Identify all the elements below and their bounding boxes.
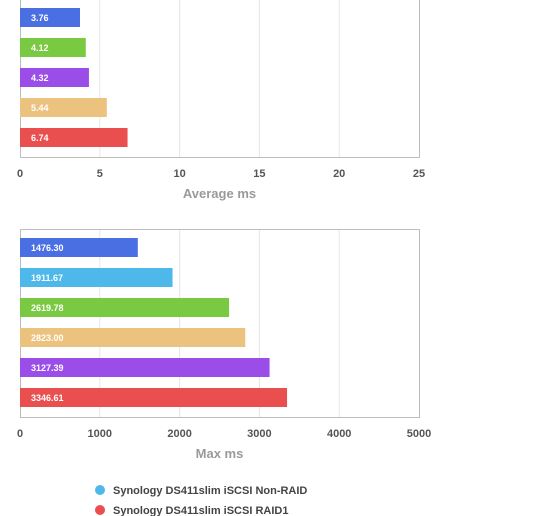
bar-1-3 [20,328,246,347]
x-tick-label: 5000 [407,428,431,440]
bar-1-5 [20,388,288,407]
bar-value-label: 6.74 [31,133,49,143]
plot-frame-1 [20,229,420,418]
x-tick-label: 10 [173,168,185,180]
bar-value-label: 3346.61 [31,393,64,403]
x-tick-label: 2000 [167,428,191,440]
x-tick-label: 0 [17,428,23,440]
x-tick-label: 15 [253,168,265,180]
bar-1-4 [20,358,270,377]
bar-value-label: 1476.30 [31,243,64,253]
x-tick-label: 5 [97,168,103,180]
x-tick-label: 3000 [247,428,271,440]
bar-value-label: 3127.39 [31,363,64,373]
bar-value-label: 1911.67 [31,273,63,283]
bar-0-3 [20,98,107,117]
bar-0-1 [20,38,86,57]
bar-value-label: 2823.00 [31,333,64,343]
x-tick-label: 20 [333,168,345,180]
bar-value-label: 4.32 [31,73,49,83]
bar-value-label: 4.12 [31,43,49,53]
x-axis-title: Max ms [196,446,244,461]
bar-value-label: 5.44 [31,103,49,113]
x-axis-title: Average ms [183,186,256,201]
bar-0-0 [20,8,81,27]
x-tick-label: 1000 [88,428,112,440]
legend-marker-0 [95,485,105,495]
bar-1-2 [20,298,230,317]
legend-marker-1 [95,505,105,515]
bar-0-4 [20,128,128,147]
bar-0-2 [20,68,89,87]
bar-1-0 [20,238,138,257]
x-tick-label: 25 [413,168,425,180]
bar-value-label: 2619.78 [31,303,64,313]
bar-1-1 [20,268,173,287]
legend-label-1: Synology DS411slim iSCSI RAID1 [113,505,288,516]
legend-label-0: Synology DS411slim iSCSI Non-RAID [113,485,307,497]
x-tick-label: 0 [17,168,23,180]
x-tick-label: 4000 [327,428,351,440]
bar-value-label: 3.76 [31,13,49,23]
